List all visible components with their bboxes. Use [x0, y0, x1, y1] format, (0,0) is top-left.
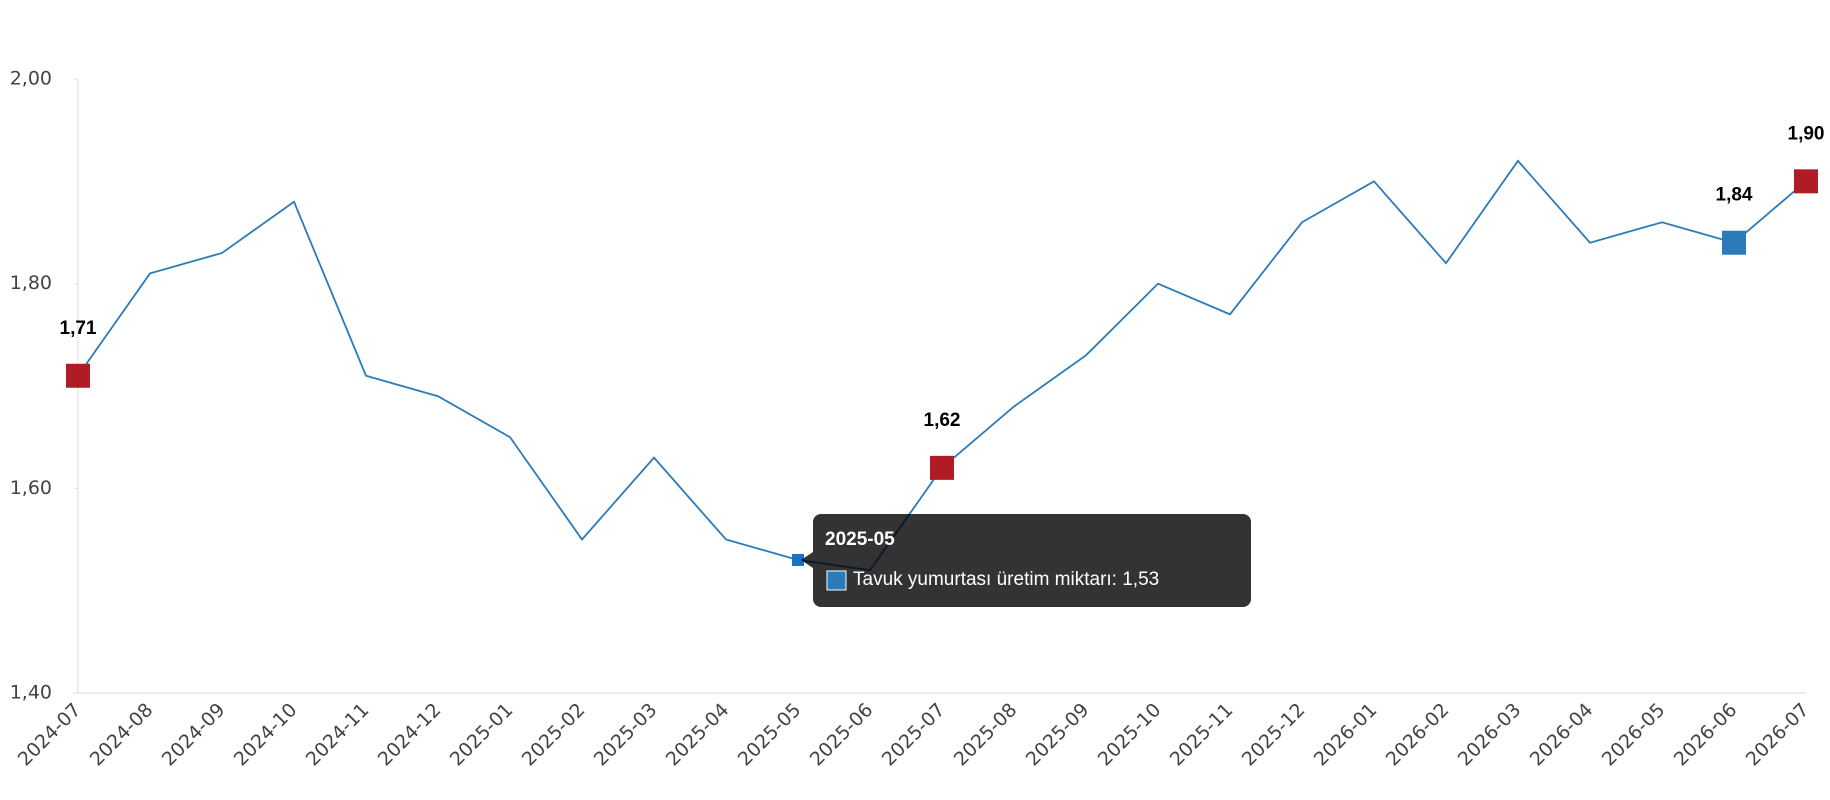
- x-tick-label: 2026-07: [1742, 699, 1814, 771]
- tooltip-arrow: [801, 551, 813, 568]
- x-tick-label: 2025-07: [878, 699, 950, 771]
- x-tick-label: 2024-11: [302, 699, 374, 771]
- value-label: 1,84: [1716, 185, 1753, 206]
- x-tick-label: 2025-10: [1094, 699, 1166, 771]
- point-marker: [1722, 230, 1746, 255]
- tooltip-text: Tavuk yumurtası üretim miktarı: 1,53: [853, 569, 1159, 590]
- tooltip-box: [813, 513, 1251, 607]
- y-tick-label: 2,00: [10, 68, 52, 90]
- value-label: 1,62: [924, 410, 961, 431]
- tooltip-title: 2025-05: [825, 529, 895, 550]
- y-tick-label: 1,40: [10, 682, 52, 704]
- value-label: 1,90: [1788, 123, 1825, 144]
- line: [77, 159, 1807, 572]
- x-tick-label: 2026-04: [1526, 699, 1598, 771]
- point-marker: [1794, 169, 1818, 194]
- value-label: 1,71: [60, 318, 97, 339]
- point-marker: [66, 363, 90, 388]
- x-tick-label: 2026-02: [1382, 699, 1454, 771]
- point-marker: [930, 455, 954, 480]
- y-tick-label: 1,80: [10, 272, 52, 294]
- x-tick-label: 2024-12: [374, 699, 446, 771]
- x-tick-label: 2024-10: [230, 699, 302, 771]
- x-tick-label: 2026-03: [1454, 699, 1526, 771]
- x-tick-label: 2024-08: [86, 699, 158, 771]
- x-tick-label: 2025-04: [662, 699, 734, 771]
- x-tick-label: 2025-09: [1022, 699, 1094, 771]
- x-tick-label: 2025-11: [1166, 699, 1238, 771]
- tooltip: 2025-05 Tavuk yumurtası üretim miktarı: 1…: [801, 513, 1251, 607]
- x-tick-label: 2026-05: [1598, 699, 1670, 771]
- x-tick-label: 2025-01: [446, 699, 518, 771]
- tooltip-swatch: [826, 570, 847, 591]
- y-tick-label: 1,60: [10, 477, 52, 499]
- x-tick-label: 2026-06: [1670, 699, 1742, 771]
- x-tick-label: 2025-03: [590, 699, 662, 771]
- x-tick-label: 2024-07: [14, 699, 86, 771]
- x-tick-label: 2025-05: [734, 699, 806, 771]
- x-tick-label: 2024-09: [158, 699, 230, 771]
- x-tick-label: 2025-06: [806, 699, 878, 771]
- hover-marker: [792, 553, 804, 566]
- x-tick-label: 2025-02: [518, 699, 590, 771]
- x-tick-label: 2026-01: [1310, 699, 1382, 771]
- x-tick-label: 2025-08: [950, 699, 1022, 771]
- x-tick-label: 2025-12: [1238, 699, 1310, 771]
